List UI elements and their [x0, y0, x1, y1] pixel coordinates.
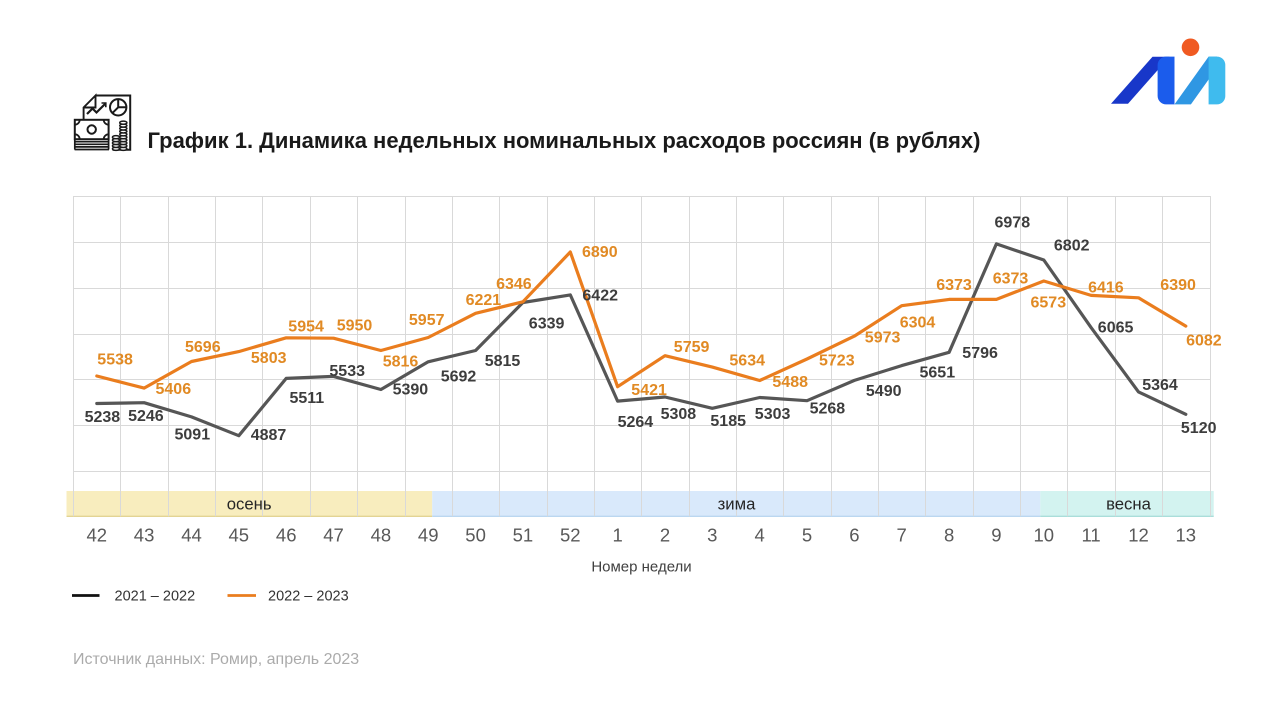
svg-text:6573: 6573: [1031, 294, 1067, 311]
svg-text:9: 9: [991, 525, 1001, 546]
svg-text:44: 44: [181, 525, 202, 546]
svg-text:6065: 6065: [1098, 320, 1134, 337]
svg-text:50: 50: [465, 525, 486, 546]
svg-text:4887: 4887: [251, 427, 287, 444]
svg-text:6890: 6890: [582, 244, 618, 261]
svg-text:5957: 5957: [409, 312, 445, 329]
svg-text:5723: 5723: [819, 352, 855, 369]
svg-text:5406: 5406: [156, 381, 192, 398]
svg-text:45: 45: [229, 525, 250, 546]
svg-text:2022 – 2023: 2022 – 2023: [268, 589, 349, 605]
svg-text:5238: 5238: [85, 409, 121, 426]
svg-text:5538: 5538: [97, 351, 133, 368]
svg-text:2021 – 2022: 2021 – 2022: [115, 589, 196, 605]
svg-text:1: 1: [612, 525, 622, 546]
svg-text:5488: 5488: [772, 374, 808, 391]
svg-text:6304: 6304: [900, 314, 936, 331]
svg-text:5954: 5954: [288, 319, 324, 336]
svg-text:5651: 5651: [920, 364, 956, 381]
svg-text:10: 10: [1034, 525, 1055, 546]
svg-text:5091: 5091: [175, 426, 211, 443]
svg-text:5490: 5490: [866, 383, 902, 400]
svg-text:График 1. Динамика недельных н: График 1. Динамика недельных номинальных…: [148, 128, 981, 153]
svg-text:49: 49: [418, 525, 439, 546]
svg-text:5268: 5268: [810, 401, 846, 418]
svg-text:5692: 5692: [441, 368, 477, 385]
svg-text:8: 8: [944, 525, 954, 546]
svg-text:7: 7: [897, 525, 907, 546]
svg-text:5533: 5533: [329, 363, 365, 380]
svg-text:6346: 6346: [496, 276, 532, 293]
svg-text:5796: 5796: [962, 345, 998, 362]
svg-text:весна: весна: [1106, 494, 1152, 513]
svg-text:2: 2: [660, 525, 670, 546]
svg-text:47: 47: [323, 525, 344, 546]
svg-text:13: 13: [1176, 525, 1197, 546]
svg-text:6978: 6978: [995, 215, 1031, 232]
svg-text:6: 6: [849, 525, 859, 546]
svg-text:осень: осень: [227, 494, 272, 513]
svg-text:6082: 6082: [1186, 333, 1222, 350]
svg-text:зима: зима: [718, 494, 756, 513]
svg-text:6416: 6416: [1088, 280, 1124, 297]
svg-text:46: 46: [276, 525, 297, 546]
svg-text:52: 52: [560, 525, 581, 546]
svg-text:5364: 5364: [1142, 377, 1178, 394]
svg-text:5973: 5973: [865, 329, 901, 346]
svg-text:Источник данных: Ромир, апрель: Источник данных: Ромир, апрель 2023: [73, 651, 359, 668]
svg-text:5246: 5246: [128, 408, 164, 425]
svg-text:5421: 5421: [631, 382, 667, 399]
svg-text:6373: 6373: [993, 270, 1029, 287]
svg-text:Номер недели: Номер недели: [591, 559, 691, 576]
svg-text:11: 11: [1081, 525, 1100, 546]
svg-text:6802: 6802: [1054, 238, 1090, 255]
svg-text:5185: 5185: [710, 413, 746, 430]
svg-text:43: 43: [134, 525, 155, 546]
svg-text:5759: 5759: [674, 339, 710, 356]
svg-text:5303: 5303: [755, 406, 791, 423]
svg-text:6373: 6373: [936, 277, 972, 294]
svg-text:4: 4: [755, 525, 765, 546]
svg-text:51: 51: [513, 525, 534, 546]
svg-text:48: 48: [371, 525, 392, 546]
svg-text:6390: 6390: [1160, 277, 1196, 294]
svg-text:42: 42: [87, 525, 108, 546]
svg-text:5390: 5390: [393, 381, 429, 398]
svg-text:5803: 5803: [251, 350, 287, 367]
svg-text:5511: 5511: [289, 390, 324, 407]
svg-text:5696: 5696: [185, 339, 221, 356]
svg-text:5: 5: [802, 525, 812, 546]
svg-text:6339: 6339: [529, 316, 565, 333]
svg-text:5950: 5950: [337, 318, 373, 335]
svg-text:12: 12: [1128, 525, 1149, 546]
svg-text:5816: 5816: [383, 354, 419, 371]
svg-text:5815: 5815: [485, 353, 521, 370]
svg-text:6221: 6221: [466, 292, 502, 309]
svg-text:6422: 6422: [582, 288, 618, 305]
svg-text:3: 3: [707, 525, 717, 546]
svg-text:5264: 5264: [618, 414, 654, 431]
svg-text:5120: 5120: [1181, 420, 1217, 437]
svg-text:5308: 5308: [661, 406, 697, 423]
svg-text:5634: 5634: [729, 353, 765, 370]
